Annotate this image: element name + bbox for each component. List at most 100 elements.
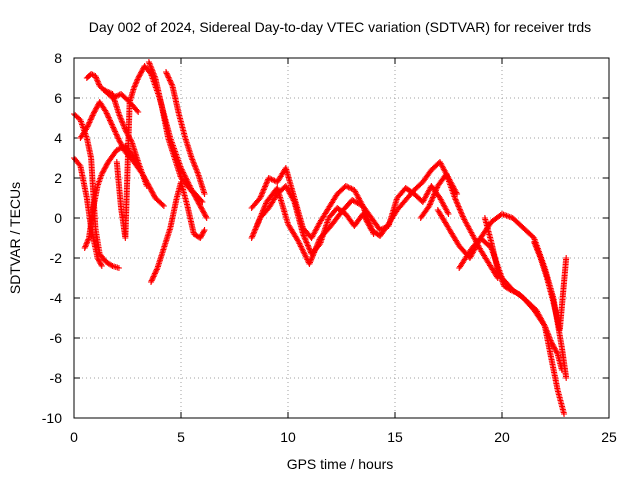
y-axis-tick-labels: -10 -8 -6 -4 -2 0 2 4 6 8 [42,50,62,426]
data-point [200,209,207,216]
data-point [146,184,153,191]
data-point [551,345,558,352]
y-tick-label: -6 [50,330,63,346]
data-point [254,220,261,227]
data-point [201,211,208,217]
data-point [81,245,88,251]
y-tick-label: -4 [50,290,63,306]
plot-frame [73,57,610,419]
data-point [198,205,205,212]
data-point [428,198,435,205]
data-point [426,203,433,209]
data-point [312,246,319,253]
x-axis-tick-labels: 0 5 10 15 20 25 [70,429,617,445]
data-point [134,107,141,114]
x-tick-label: 15 [387,429,403,445]
data-point [304,241,311,247]
data-point [306,259,313,266]
data-point [167,78,174,85]
data-point [513,289,520,296]
data-point [95,257,102,264]
data-point [103,163,110,169]
data-point [197,203,204,209]
data-point [88,113,95,120]
data-point [196,201,203,208]
data-point [195,199,202,205]
data-point [97,260,104,267]
data-point [252,225,259,231]
data-point [94,78,101,85]
y-tick-label: -8 [50,370,63,386]
data-point [202,213,209,220]
data-point [115,265,122,271]
data-point [445,211,452,217]
data-point [84,237,91,244]
data-point [93,75,100,82]
data-point [93,105,100,112]
data-point [459,212,466,219]
data-point [84,123,91,130]
data-point [458,210,465,217]
data-point [453,197,460,204]
data-point [454,200,461,207]
data-point [133,77,140,84]
data-point [89,71,96,78]
data-point [432,187,439,194]
data-point [249,232,256,239]
data-point [430,193,437,199]
data-point [148,188,155,195]
data-point [135,73,142,80]
data-point [102,164,109,171]
data-point [458,209,465,216]
x-tick-label: 0 [70,429,78,445]
axis-ticks [73,57,610,419]
data-point [550,343,557,349]
data-point [148,277,155,284]
data-point [115,146,122,153]
data-point [130,85,137,91]
data-point [303,239,310,246]
data-point [312,245,319,252]
data-point [85,122,92,129]
data-point [150,273,157,280]
x-tick-label: 20 [494,429,510,445]
data-point [133,79,140,86]
data-point [164,73,171,80]
data-point [83,125,90,131]
data-point [103,161,110,168]
data-point [113,147,120,153]
data-point [432,188,439,195]
series-arc-16 [481,215,568,417]
data-point [511,289,518,295]
data-point [258,210,265,217]
data-point [263,179,270,186]
data-point [93,104,100,111]
data-point [103,109,110,115]
data-point [311,249,318,256]
data-point [563,375,570,381]
data-point [103,110,110,117]
data-point [257,195,264,201]
data-point [111,127,118,134]
data-point [258,212,265,218]
series-arc-17 [531,239,570,333]
data-point [197,204,204,211]
data-point [102,87,109,94]
data-point [100,167,107,173]
data-point [260,207,267,214]
data-point [115,137,122,143]
data-point [116,138,123,145]
data-point [95,256,102,263]
data-point [98,263,105,269]
series-arc-13 [252,185,377,267]
data-point [268,176,275,183]
data-point [86,119,93,126]
data-point [88,115,95,122]
data-point [200,229,207,236]
data-point [370,231,377,237]
data-point [98,261,105,268]
data-point [105,89,112,95]
data-point [377,227,384,233]
data-point [200,228,207,235]
data-point [306,261,313,267]
